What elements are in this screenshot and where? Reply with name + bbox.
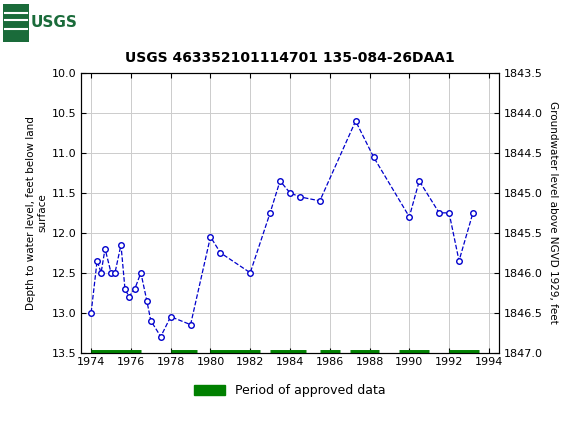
- Y-axis label: Depth to water level, feet below land
surface: Depth to water level, feet below land su…: [26, 116, 48, 310]
- Bar: [3, 3, 29, 42]
- Text: USGS: USGS: [31, 15, 78, 30]
- Bar: [3, 3, 55, 42]
- Y-axis label: Groundwater level above NGVD 1929, feet: Groundwater level above NGVD 1929, feet: [548, 101, 558, 324]
- Text: USGS 463352101114701 135-084-26DAA1: USGS 463352101114701 135-084-26DAA1: [125, 51, 455, 65]
- Legend: Period of approved data: Period of approved data: [189, 379, 391, 402]
